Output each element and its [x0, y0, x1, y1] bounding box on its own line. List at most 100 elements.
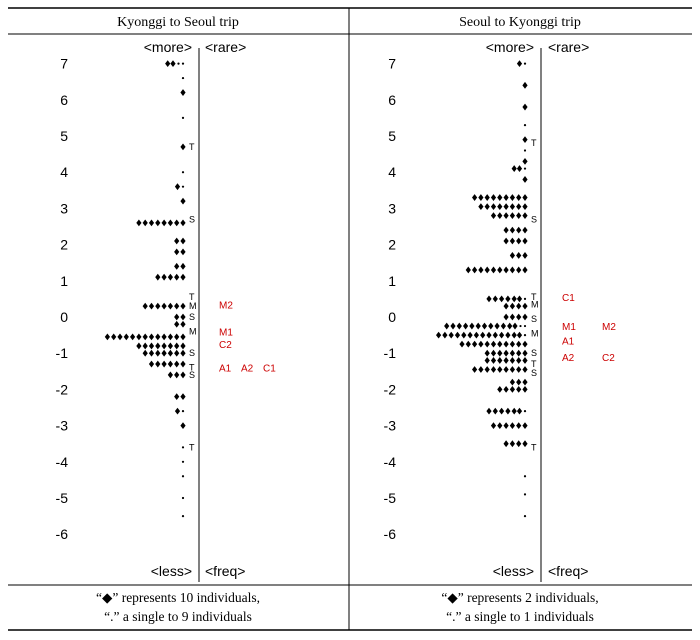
diamond-mark [174, 219, 180, 227]
diamond-mark [509, 366, 515, 373]
diamond-mark [161, 360, 167, 368]
group-label: C1 [562, 293, 575, 304]
diamond-mark [522, 366, 528, 373]
diamond-mark [503, 357, 509, 364]
diamond-mark [155, 349, 161, 357]
diamond-mark [174, 313, 180, 321]
group-label: M1 [219, 327, 233, 338]
y-tick-label: -1 [56, 345, 69, 361]
diamond-mark [180, 143, 186, 151]
stat-marker: S [531, 214, 537, 224]
diamond-mark [486, 331, 492, 339]
diamond-mark [180, 371, 186, 379]
stat-marker: S [189, 348, 195, 358]
diamond-mark [490, 349, 497, 357]
y-tick-label: -4 [56, 454, 69, 470]
diamond-mark [436, 331, 442, 339]
diamond-mark [522, 237, 528, 245]
diamond-mark [180, 333, 186, 341]
group-label: A2 [241, 364, 254, 375]
group-label: A2 [562, 353, 575, 364]
label-less: <less> [493, 563, 534, 579]
diamond-mark [463, 322, 469, 330]
diamond-mark [505, 407, 511, 415]
diamond-mark [503, 302, 509, 310]
dot-mark [523, 297, 527, 300]
diamond-mark [509, 203, 515, 210]
diamond-mark [165, 60, 171, 67]
diamond-mark [522, 386, 528, 393]
diamond-mark [486, 295, 492, 303]
dot-mark [181, 475, 185, 478]
diamond-mark [174, 342, 180, 350]
diamond-mark [497, 422, 503, 429]
label-freq: <freq> [205, 563, 245, 579]
legend-line-1: “◆” represents 2 individuals, [441, 590, 598, 605]
diamond-mark [130, 333, 136, 341]
diamond-mark [465, 266, 471, 274]
diamond-mark [511, 295, 517, 303]
stat-marker: T [189, 142, 195, 152]
diamond-mark [472, 366, 478, 373]
diamond-mark [142, 302, 148, 310]
diamond-mark [480, 331, 486, 339]
label-more: <more> [144, 39, 192, 55]
diamond-mark [180, 89, 186, 96]
diamond-mark [490, 266, 497, 274]
diamond-mark [503, 422, 509, 429]
diamond-mark [516, 203, 522, 210]
dot-mark [181, 515, 185, 518]
diamond-mark [478, 194, 484, 201]
diamond-mark [117, 333, 123, 341]
diamond-mark [475, 322, 481, 330]
diamond-mark [500, 322, 506, 330]
diamond-mark [503, 313, 509, 321]
y-tick-label: 5 [60, 128, 68, 144]
stat-marker: M [189, 326, 197, 336]
diamond-mark [174, 407, 181, 415]
diamond-mark [478, 266, 484, 274]
diamond-mark [142, 333, 148, 341]
diamond-mark [155, 219, 161, 227]
diamond-mark [522, 194, 528, 201]
diamond-mark [490, 357, 497, 364]
dot-mark [523, 493, 527, 496]
diamond-mark [174, 262, 180, 270]
dot-mark [523, 124, 527, 127]
y-tick-label: 1 [60, 273, 68, 289]
diamond-mark [522, 349, 528, 357]
diamond-mark [180, 197, 186, 205]
diamond-mark [503, 366, 509, 373]
diamond-mark [511, 331, 517, 339]
diamond-mark [174, 333, 180, 341]
diamond-mark [522, 378, 528, 386]
diamond-mark [522, 440, 528, 448]
diamond-mark [512, 322, 518, 330]
dot-mark [523, 515, 527, 518]
dot-mark [181, 446, 185, 449]
diamond-mark [505, 331, 511, 339]
group-label: M2 [602, 322, 616, 333]
diamond-mark [522, 212, 528, 220]
diamond-mark [174, 302, 180, 310]
diamond-mark [509, 252, 515, 259]
dot-mark [181, 76, 185, 80]
diamond-mark [509, 422, 515, 429]
panel-right: <more> <rare> <less> <freq> “◆” represen… [441, 39, 598, 624]
stat-marker: M [531, 328, 539, 338]
y-tick-label: -2 [384, 381, 397, 397]
dot-mark [181, 460, 185, 463]
diamond-mark [509, 349, 515, 357]
diamond-mark [516, 422, 522, 429]
diamond-mark [509, 266, 515, 274]
diamond-mark [167, 219, 173, 227]
diamond-mark [497, 266, 503, 274]
diamond-mark [509, 357, 515, 364]
dot-mark [181, 496, 185, 500]
diamond-mark [167, 333, 173, 341]
y-tick-label: 7 [388, 56, 396, 72]
diamond-mark [174, 248, 180, 256]
diamond-mark [174, 320, 180, 328]
diamond-mark [492, 295, 498, 303]
diamond-mark [161, 273, 167, 281]
